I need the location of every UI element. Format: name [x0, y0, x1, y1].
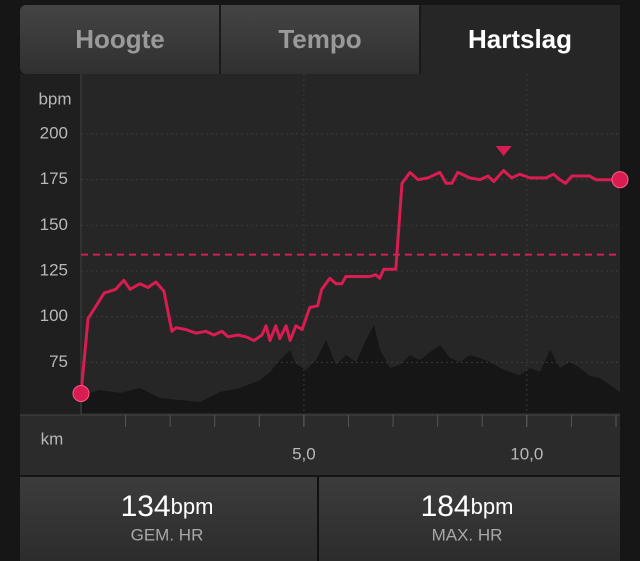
stat-number: 134	[121, 490, 171, 523]
hr-line	[79, 169, 620, 394]
stat-unit: bpm	[471, 494, 514, 519]
y-tick-label: 100	[40, 306, 68, 325]
y-tick-label: 75	[49, 352, 68, 371]
plot-bg	[82, 74, 620, 415]
tab[interactable]: Tempo	[278, 24, 361, 54]
max-marker	[495, 146, 512, 156]
end-point	[611, 171, 629, 189]
tab[interactable]: Hoogte	[75, 24, 165, 54]
stats-bar	[20, 477, 620, 561]
tab[interactable]: Hartslag	[468, 24, 572, 54]
y-tick-label: 125	[40, 261, 68, 280]
stat-value: 134bpm	[121, 490, 214, 523]
x-tick-label: 10,0	[510, 444, 543, 463]
tab-pointer	[510, 64, 530, 74]
tab-selected-bg	[420, 5, 620, 74]
stat-value: 184bpm	[421, 490, 514, 523]
stat-number: 184	[421, 490, 471, 523]
chart: bpm km 75 100 125 150 175 200 5,0 10,0	[38, 74, 629, 463]
x-axis-bar	[20, 415, 620, 475]
elevation-silhouette	[82, 325, 620, 413]
x-unit: km	[41, 429, 64, 448]
end-point	[72, 384, 90, 402]
stat-label: MAX. HR	[432, 525, 503, 544]
stat-label: GEM. HR	[131, 525, 204, 544]
y-tick-label: 200	[40, 123, 68, 142]
y-tick-label: 150	[40, 215, 68, 234]
x-tick-label: 5,0	[292, 444, 316, 463]
y-tick-label: 175	[40, 169, 68, 188]
y-unit: bpm	[38, 89, 71, 108]
stat-unit: bpm	[171, 494, 214, 519]
